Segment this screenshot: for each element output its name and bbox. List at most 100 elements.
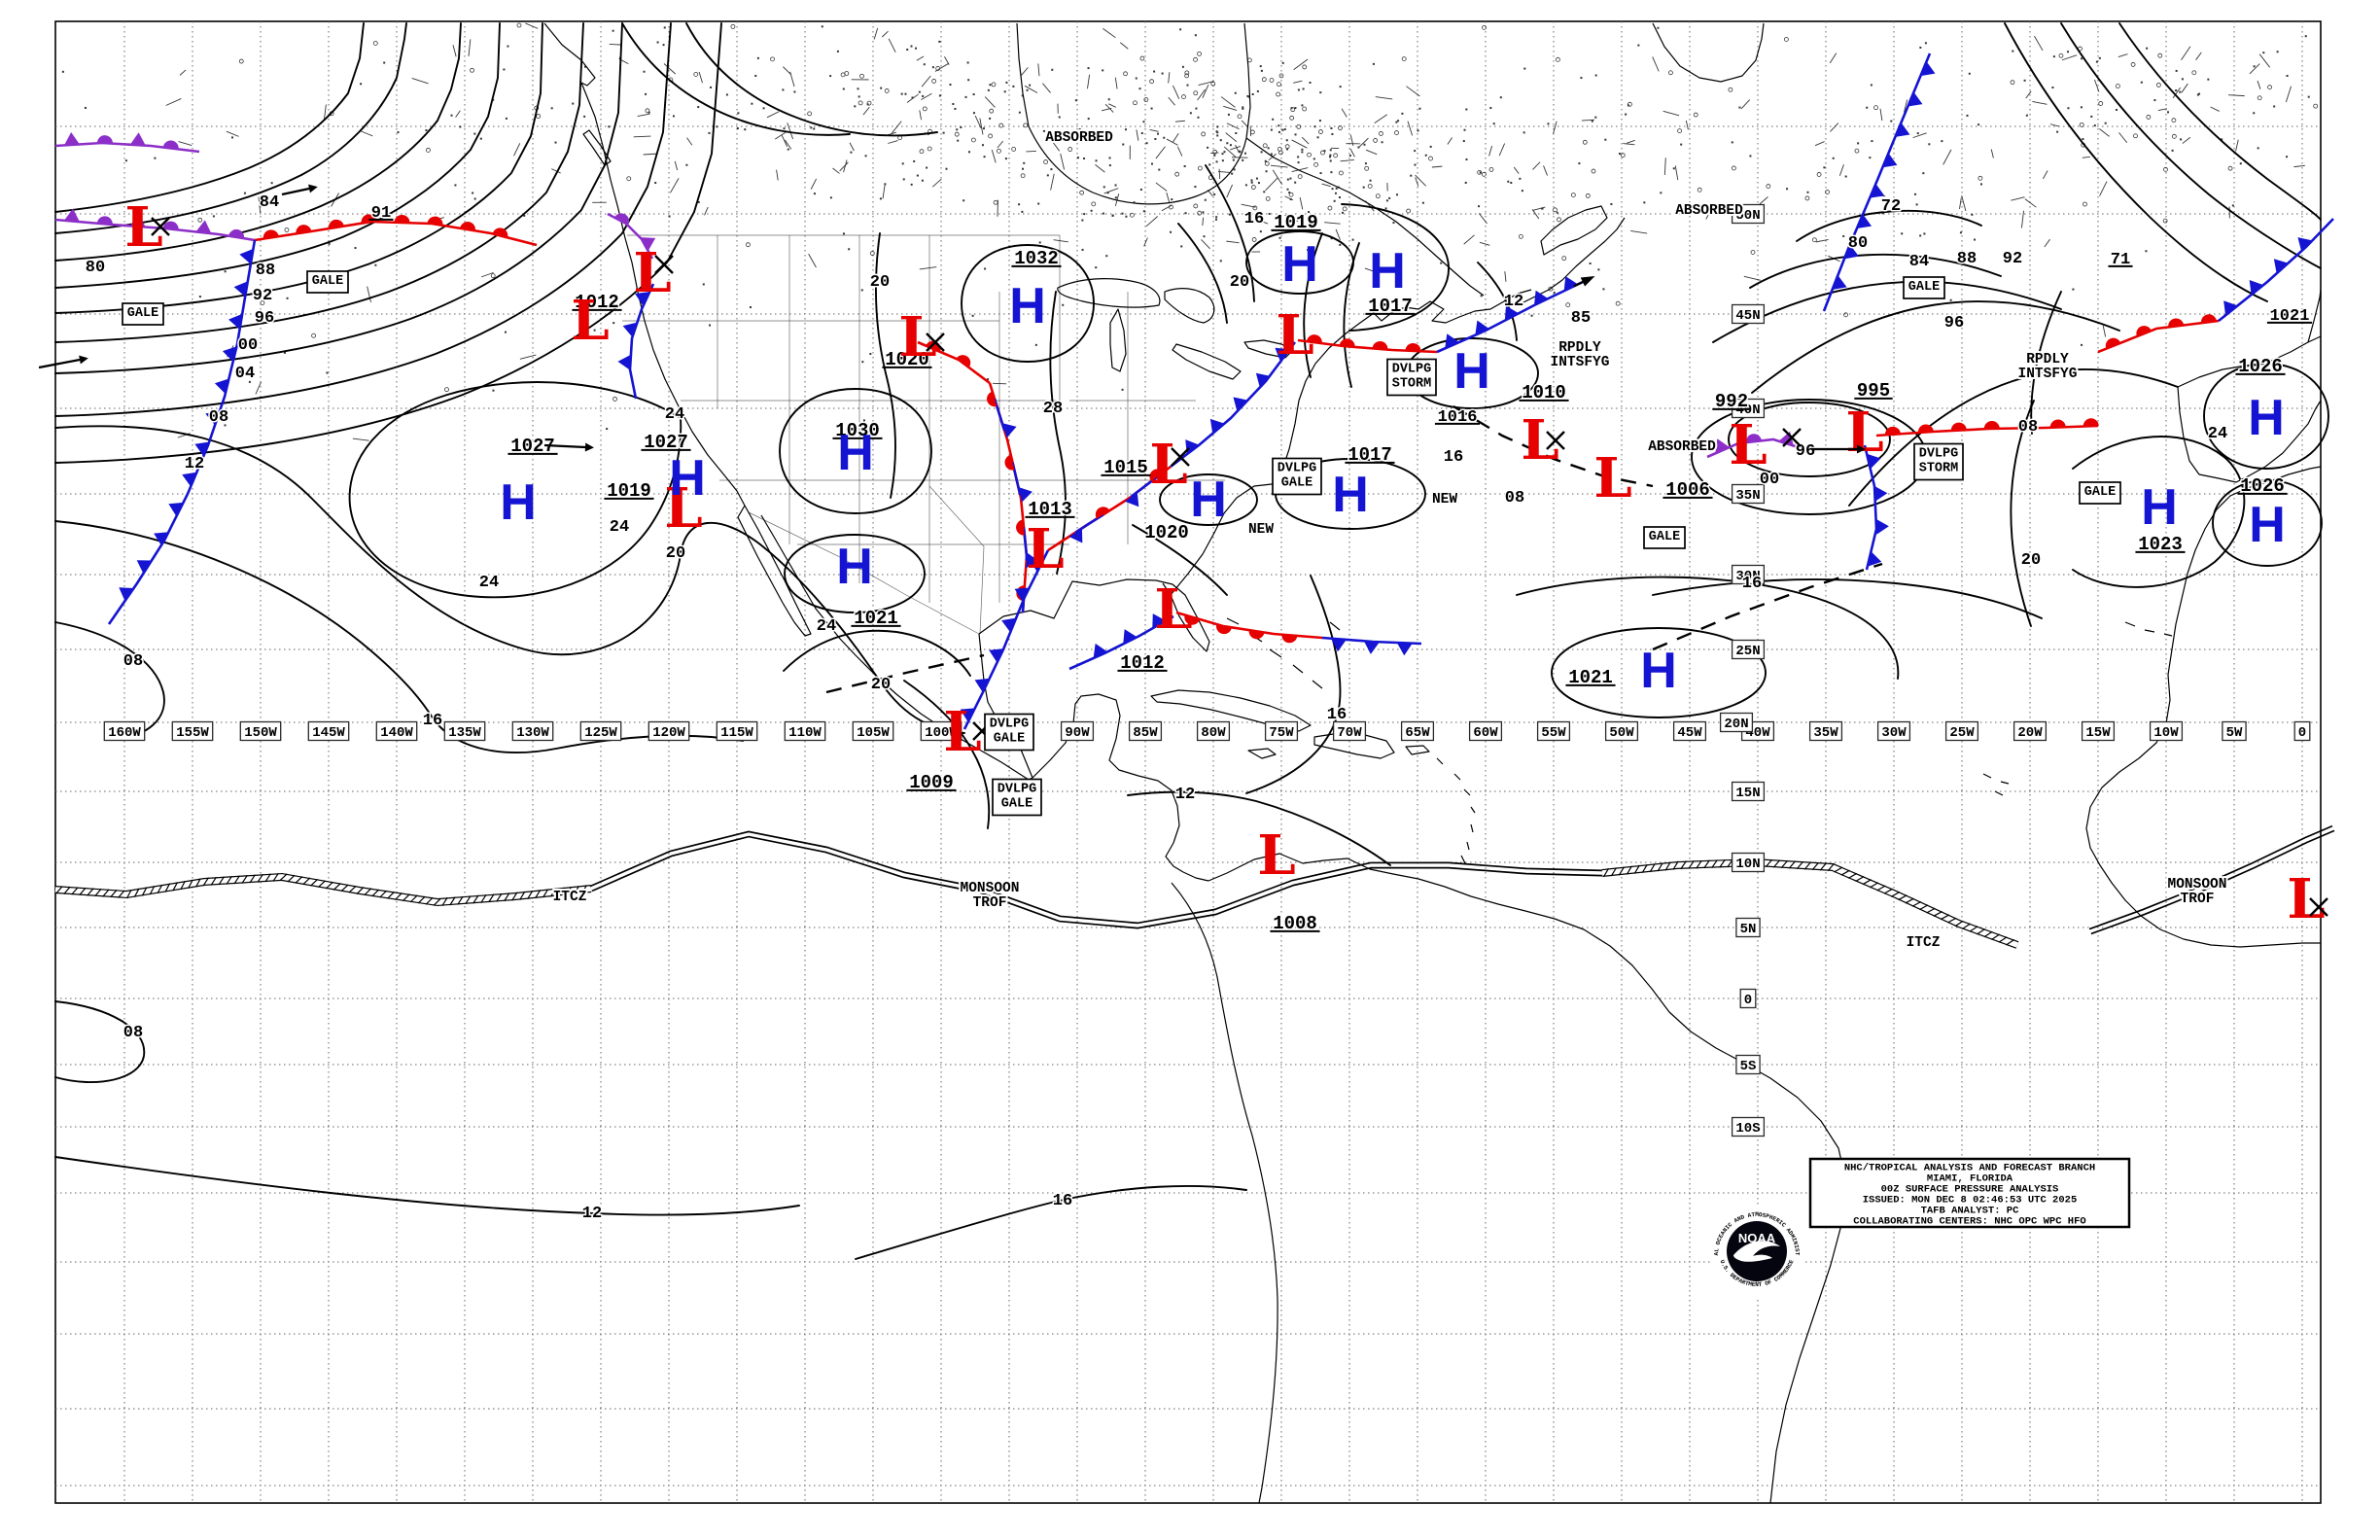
- cold-front: [1863, 444, 1889, 571]
- annotation-intsfyg: INTSFYG: [2018, 367, 2078, 382]
- low-pressure-symbol: L: [1149, 433, 1187, 497]
- svg-text:125W: 125W: [584, 725, 617, 741]
- annotation-new: NEW: [1432, 492, 1457, 508]
- svg-text:DVLPG: DVLPG: [998, 783, 1037, 797]
- high-pressure-symbol: H: [500, 474, 537, 531]
- center-x-mark: [1546, 431, 1565, 450]
- longitude-label: 90W: [1060, 720, 1095, 742]
- svg-text:160W: 160W: [108, 725, 141, 741]
- stationary-front: [1047, 465, 1172, 552]
- longitude-label: 125W: [579, 720, 622, 742]
- longitude-label: 20W: [2012, 720, 2048, 742]
- longitude-label: 135W: [443, 720, 486, 742]
- high-pressure-symbol: H: [1453, 343, 1490, 400]
- itcz-band: [1601, 858, 2019, 949]
- svg-text:45W: 45W: [1677, 725, 1702, 741]
- map-frame: [54, 20, 2322, 1504]
- svg-text:15W: 15W: [2085, 725, 2111, 741]
- occluded-front: [54, 208, 256, 242]
- svg-text:30N: 30N: [1735, 569, 1760, 584]
- latitude-label: 45N: [1731, 303, 1766, 325]
- isobar-label: 92: [253, 287, 272, 305]
- svg-text:10N: 10N: [1735, 857, 1760, 872]
- isobar-label: 16: [423, 712, 442, 730]
- annotation-trof: TROF: [973, 895, 1007, 911]
- latitude-label: 5S: [1735, 1054, 1761, 1075]
- annotation-absorbed: ABSORBED: [1675, 203, 1743, 219]
- isobar-label: 24: [665, 405, 684, 424]
- longitude-label: 25W: [1944, 720, 1979, 742]
- latitude-label: 50N: [1731, 203, 1766, 225]
- low-pressure-symbol: L: [1845, 401, 1883, 465]
- longitude-label: 115W: [716, 720, 758, 742]
- svg-text:155W: 155W: [176, 725, 209, 741]
- svg-text:GALE: GALE: [127, 306, 158, 321]
- longitude-label: 30W: [1876, 720, 1911, 742]
- svg-text:25W: 25W: [1949, 725, 1975, 741]
- longitude-label: 60W: [1468, 720, 1503, 742]
- annotation-absorbed: ABSORBED: [1045, 130, 1113, 146]
- cold-front: [2218, 218, 2334, 323]
- high-pressure-symbol: H: [837, 425, 874, 481]
- isobar-label: 12: [1175, 786, 1195, 804]
- longitude-label: 70W: [1332, 720, 1367, 742]
- low-pressure-symbol: L: [2287, 867, 2325, 931]
- svg-text:150W: 150W: [244, 725, 277, 741]
- high-pressure-symbol: H: [1369, 243, 1406, 299]
- trough-front: [1452, 404, 1654, 488]
- isobar-label: 08: [1505, 489, 1524, 508]
- coastlines: [543, 22, 2322, 1504]
- longitude-label: 155W: [171, 720, 214, 742]
- high-pressure-symbol: H: [1640, 643, 1677, 699]
- isobar-label: 16: [1053, 1192, 1072, 1210]
- isobar-label: 08: [123, 652, 143, 671]
- svg-text:0: 0: [1744, 993, 1752, 1008]
- center-x-mark: [654, 255, 674, 274]
- svg-text:105W: 105W: [857, 725, 890, 741]
- svg-text:145W: 145W: [312, 725, 345, 741]
- longitude-label: 160W: [103, 720, 146, 742]
- longitude-label: 110W: [784, 720, 826, 742]
- longitude-label: 120W: [648, 720, 690, 742]
- annotation-itcz: ITCZ: [553, 890, 587, 905]
- issuance-info-border: [1808, 1157, 2131, 1229]
- longitude-label: 65W: [1400, 720, 1435, 742]
- low-pressure-symbol: L: [943, 700, 981, 764]
- svg-text:DVLPG: DVLPG: [1278, 462, 1317, 476]
- svg-text:GALE: GALE: [1908, 280, 1940, 295]
- svg-text:GALE: GALE: [1649, 530, 1680, 544]
- isobar-label: 80: [86, 259, 105, 277]
- svg-text:50W: 50W: [1609, 725, 1634, 741]
- cold-front: [1321, 636, 1422, 656]
- longitude-label: 85W: [1128, 720, 1163, 742]
- warm-front: [1297, 334, 1438, 354]
- isobar-label: 00: [1760, 471, 1779, 489]
- movement-arrow: [38, 355, 88, 369]
- svg-text:30W: 30W: [1881, 725, 1907, 741]
- isobar-label: 84: [1909, 253, 1929, 271]
- warm-front: [254, 214, 538, 247]
- low-pressure-symbol: L: [1026, 517, 1064, 581]
- longitude-label: 100W: [920, 720, 962, 742]
- high-pressure-symbol: H: [2248, 390, 2285, 446]
- longitude-label: 80W: [1196, 720, 1231, 742]
- isobar-label: 16: [1244, 210, 1264, 228]
- warning-box-gale: GALE: [1643, 526, 1686, 549]
- isobar-label: 16: [1327, 706, 1347, 724]
- longitude-label: 140W: [375, 720, 418, 742]
- isobar-label: 12: [582, 1205, 602, 1223]
- svg-text:35W: 35W: [1813, 725, 1838, 741]
- svg-text:DVLPG: DVLPG: [990, 718, 1030, 732]
- occluded-front: [54, 131, 200, 154]
- longitude-label: 75W: [1264, 720, 1299, 742]
- svg-text:0: 0: [2298, 725, 2306, 741]
- svg-text:60W: 60W: [1473, 725, 1498, 741]
- cold-front: [617, 283, 655, 400]
- svg-text:80W: 80W: [1201, 725, 1226, 741]
- noaa-logo: NATIONAL OCEANIC AND ATMOSPHERIC ADMINIS…: [1710, 1205, 1803, 1298]
- svg-text:DVLPG: DVLPG: [1919, 447, 1959, 462]
- cold-arrow-front: [1436, 275, 1595, 354]
- isobar-label: 08: [123, 1024, 143, 1042]
